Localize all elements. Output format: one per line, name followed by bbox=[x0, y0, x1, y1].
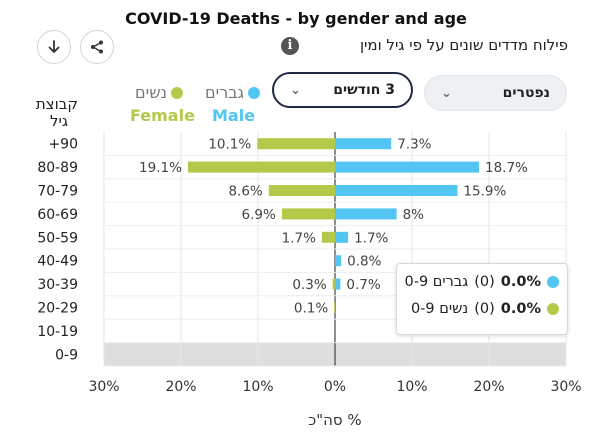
share-icon bbox=[91, 40, 103, 54]
female-data-label: 0.3% bbox=[292, 277, 326, 293]
female-bar bbox=[257, 138, 335, 150]
legend-female: נשים bbox=[135, 83, 183, 102]
female-dot-icon bbox=[547, 303, 559, 315]
legend-male-label: גברים bbox=[205, 83, 245, 102]
tooltip-female-value: 0.0% bbox=[500, 301, 541, 317]
y-tick-label: 80-89 bbox=[37, 160, 78, 176]
y-tick-label: 40-49 bbox=[37, 254, 78, 270]
male-dot-icon bbox=[547, 276, 559, 288]
metric-dropdown[interactable]: ⌄ נפטרים bbox=[424, 75, 567, 111]
male-data-label: 8% bbox=[403, 207, 425, 223]
chart-title: COVID-19 Deaths - by gender and age bbox=[125, 9, 467, 28]
chevron-down-icon: ⌄ bbox=[290, 82, 301, 98]
male-bar bbox=[335, 185, 458, 196]
female-bar bbox=[321, 231, 335, 243]
tooltip-female-row: 0.0% (0) נשים 0-9 bbox=[411, 301, 559, 317]
x-tick-label: 10% bbox=[242, 379, 273, 395]
legend-female-label: נשים bbox=[135, 83, 167, 102]
tooltip-male-label: גברים 0-9 bbox=[404, 274, 469, 290]
female-data-label: 0.1% bbox=[294, 301, 328, 317]
x-tick-label: 30% bbox=[550, 379, 581, 395]
download-icon bbox=[48, 40, 60, 53]
legend-male: גברים bbox=[205, 83, 261, 102]
y-axis-title: קבוצת גיל bbox=[35, 95, 78, 130]
y-tick-label: 60-69 bbox=[37, 207, 78, 223]
male-bar bbox=[335, 161, 479, 173]
x-tick-label: 0% bbox=[324, 379, 346, 395]
x-tick-label: 10% bbox=[396, 379, 427, 395]
female-bar bbox=[187, 161, 335, 173]
male-data-label: 7.3% bbox=[397, 137, 431, 153]
female-data-label: 6.9% bbox=[242, 207, 276, 223]
tooltip-female-label: נשים 0-9 bbox=[410, 301, 469, 317]
female-data-label: 19.1% bbox=[139, 160, 182, 176]
y-tick-label: 50-59 bbox=[37, 230, 78, 246]
x-tick-label: 20% bbox=[165, 379, 196, 395]
share-button[interactable] bbox=[80, 30, 114, 64]
tooltip-male-value: 0.0% bbox=[500, 274, 541, 290]
tooltip-male-row: 0.0% (0) גברים 0-9 bbox=[404, 274, 559, 290]
chart-subtitle: פילוח מדדים שונים על פי גיל ומין bbox=[359, 36, 568, 54]
y-tick-label: 30-39 bbox=[37, 277, 78, 293]
female-data-label: 10.1% bbox=[208, 137, 251, 153]
chevron-down-icon: ⌄ bbox=[441, 85, 452, 101]
period-dropdown[interactable]: ⌄ 3 חודשים bbox=[272, 72, 413, 108]
tooltip-female-count: (0) bbox=[474, 301, 495, 317]
y-tick-label: +90 bbox=[48, 137, 78, 153]
male-data-label: 0.7% bbox=[346, 277, 380, 293]
period-value: 3 חודשים bbox=[333, 82, 395, 98]
male-data-label: 15.9% bbox=[463, 184, 506, 200]
male-bar bbox=[335, 278, 341, 290]
female-bar bbox=[334, 302, 335, 313]
y-tick-label: 20-29 bbox=[37, 301, 78, 317]
info-icon[interactable]: i bbox=[281, 37, 299, 55]
y-tick-label: 10-19 bbox=[37, 324, 78, 340]
x-tick-label: 20% bbox=[473, 379, 504, 395]
legend-female-en: Female bbox=[130, 106, 195, 125]
tooltip: 0.0% (0) גברים 0-9 0.0% (0) נשים 0-9 bbox=[396, 263, 568, 335]
legend-male-en: Male bbox=[212, 106, 256, 125]
female-bar bbox=[332, 278, 335, 290]
male-data-label: 1.7% bbox=[354, 230, 388, 246]
male-bar bbox=[335, 208, 397, 220]
x-tick-label: 30% bbox=[88, 379, 119, 395]
male-bar bbox=[335, 231, 349, 243]
metric-value: נפטרים bbox=[502, 85, 550, 101]
male-data-label: 18.7% bbox=[485, 160, 528, 176]
male-bar bbox=[335, 138, 392, 150]
male-dot-icon bbox=[248, 86, 261, 99]
tooltip-male-count: (0) bbox=[474, 274, 495, 290]
y-tick-label: 0-9 bbox=[55, 347, 78, 363]
male-bar bbox=[335, 255, 342, 267]
download-button[interactable] bbox=[37, 30, 71, 64]
x-axis-title: % סה"כ bbox=[308, 411, 362, 429]
female-bar bbox=[281, 208, 335, 220]
female-dot-icon bbox=[170, 86, 183, 99]
female-data-label: 1.7% bbox=[282, 230, 316, 246]
female-data-label: 8.6% bbox=[228, 184, 262, 200]
male-data-label: 0.8% bbox=[347, 254, 381, 270]
female-bar bbox=[268, 185, 335, 196]
y-tick-label: 70-79 bbox=[37, 184, 78, 200]
